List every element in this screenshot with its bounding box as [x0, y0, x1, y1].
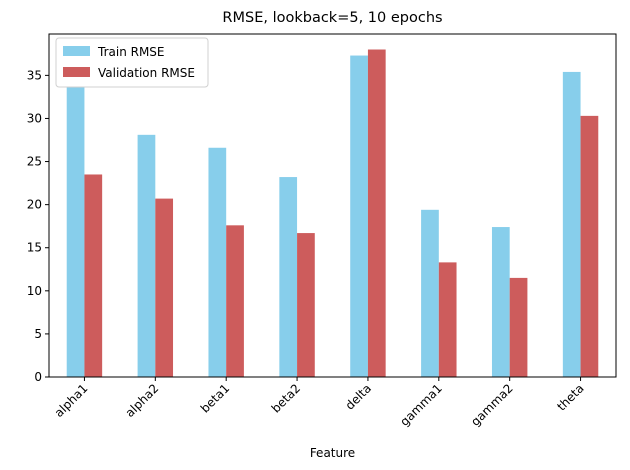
- y-tick-label: 30: [27, 111, 42, 125]
- y-tick-label: 25: [27, 155, 42, 169]
- bars-group: [66, 49, 599, 378]
- bar-theta-train: [562, 71, 581, 377]
- legend-label-validation: Validation RMSE: [98, 66, 195, 80]
- bar-delta-train: [350, 55, 368, 377]
- bar-delta-validation: [367, 49, 386, 377]
- bar-gamma2-train: [491, 227, 510, 377]
- bar-gamma1-train: [421, 209, 439, 377]
- y-tick-label: 20: [27, 198, 42, 212]
- x-tick-label-alpha1: alpha1: [52, 381, 91, 420]
- bar-beta2-train: [279, 177, 298, 377]
- bar-gamma1-validation: [438, 262, 457, 377]
- chart-title: RMSE, lookback=5, 10 epochs: [222, 10, 442, 26]
- bar-beta1-validation: [226, 225, 244, 377]
- legend: Train RMSE Validation RMSE: [55, 37, 209, 88]
- bar-beta1-train: [208, 147, 227, 377]
- x-tick-label-theta: theta: [554, 381, 586, 413]
- x-tick-label-gamma1: gamma1: [397, 381, 445, 429]
- bar-alpha1-train: [66, 86, 85, 378]
- bar-theta-validation: [580, 115, 599, 377]
- x-tick-label-beta1: beta1: [198, 381, 232, 415]
- y-tick-label: 15: [27, 241, 42, 255]
- legend-box: [55, 37, 209, 88]
- legend-label-train: Train RMSE: [97, 45, 165, 59]
- y-tick-label: 35: [27, 68, 42, 82]
- y-tick-label: 5: [34, 327, 42, 341]
- x-tick-label-gamma2: gamma2: [468, 381, 516, 429]
- y-tick-label: 10: [27, 284, 42, 298]
- x-tick-label-delta: delta: [343, 381, 374, 412]
- y-tick-label: 0: [34, 370, 42, 384]
- bar-beta2-validation: [297, 233, 315, 377]
- plot-frame: [48, 33, 617, 378]
- x-axis-label: Feature: [310, 446, 355, 460]
- legend-swatch-validation: [63, 67, 90, 77]
- y-axis: 0 5 10 15 20 25 30 35: [27, 68, 49, 384]
- x-tick-label-alpha2: alpha2: [123, 381, 162, 420]
- legend-swatch-train: [63, 46, 90, 56]
- bar-alpha2-train: [137, 134, 156, 377]
- x-axis: alpha1 alpha2 beta1 beta2 delta gamma1 gamma2 t…: [52, 377, 587, 429]
- bar-alpha2-validation: [155, 198, 174, 377]
- bar-gamma2-validation: [509, 277, 528, 377]
- x-tick-label-beta2: beta2: [269, 381, 303, 415]
- bar-alpha1-validation: [84, 174, 103, 377]
